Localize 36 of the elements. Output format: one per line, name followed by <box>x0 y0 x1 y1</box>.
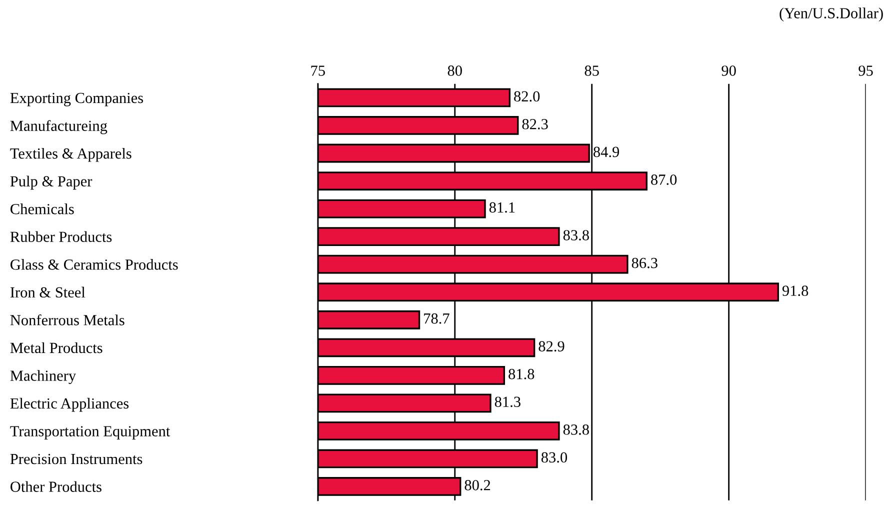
data-label: 83.0 <box>541 452 568 463</box>
x2-tick-label: 90 <box>722 66 736 76</box>
y-tick-label: Electric Appliances <box>10 398 129 412</box>
data-label: 81.1 <box>489 202 515 213</box>
data-label: 83.8 <box>563 424 589 435</box>
data-label: 81.8 <box>508 368 534 380</box>
y-tick-label: Rubber Products <box>10 231 112 242</box>
data-label: 87.0 <box>651 174 677 185</box>
y-tick-label: Textiles & Apparels <box>10 148 132 162</box>
x2-axis-title: (Yen/U.S.Dollar) <box>780 8 883 22</box>
x2-tick-label: 80 <box>448 66 462 76</box>
data-label: 80.2 <box>464 480 490 490</box>
data-label: 82.0 <box>514 91 540 102</box>
y-tick-label: Nonferrous Metals <box>10 314 124 326</box>
y-tick-label: Glass & Ceramics Products <box>10 259 178 270</box>
y-tick-label: Chemicals <box>10 203 74 214</box>
data-label: 81.3 <box>494 396 520 408</box>
data-label: 78.7 <box>424 313 450 324</box>
y-tick-label: Transportation Equipment <box>10 426 170 440</box>
y-tick-label: Manufactureing <box>10 120 108 134</box>
data-label: 82.9 <box>538 341 564 352</box>
data-label: 86.3 <box>632 258 658 268</box>
data-label: 91.8 <box>782 286 808 296</box>
y-tick-label: Iron & Steel <box>10 286 86 298</box>
y-tick-label: Other Products <box>10 481 102 492</box>
data-label: 82.3 <box>522 118 548 130</box>
y-tick-label: Machinery <box>10 370 76 384</box>
x2-tick-label: 75 <box>311 66 325 76</box>
y-tick-label: Exporting Companies <box>10 92 144 106</box>
data-label: 84.9 <box>594 146 620 158</box>
y-tick-label: Metal Products <box>10 342 102 354</box>
y-tick-label: Pulp & Paper <box>10 176 92 190</box>
y-tick-label: Precision Instruments <box>10 454 142 464</box>
data-label: 83.8 <box>563 230 589 240</box>
x2-tick-label: 85 <box>584 66 599 76</box>
x2-tick-label: 95 <box>858 66 873 76</box>
